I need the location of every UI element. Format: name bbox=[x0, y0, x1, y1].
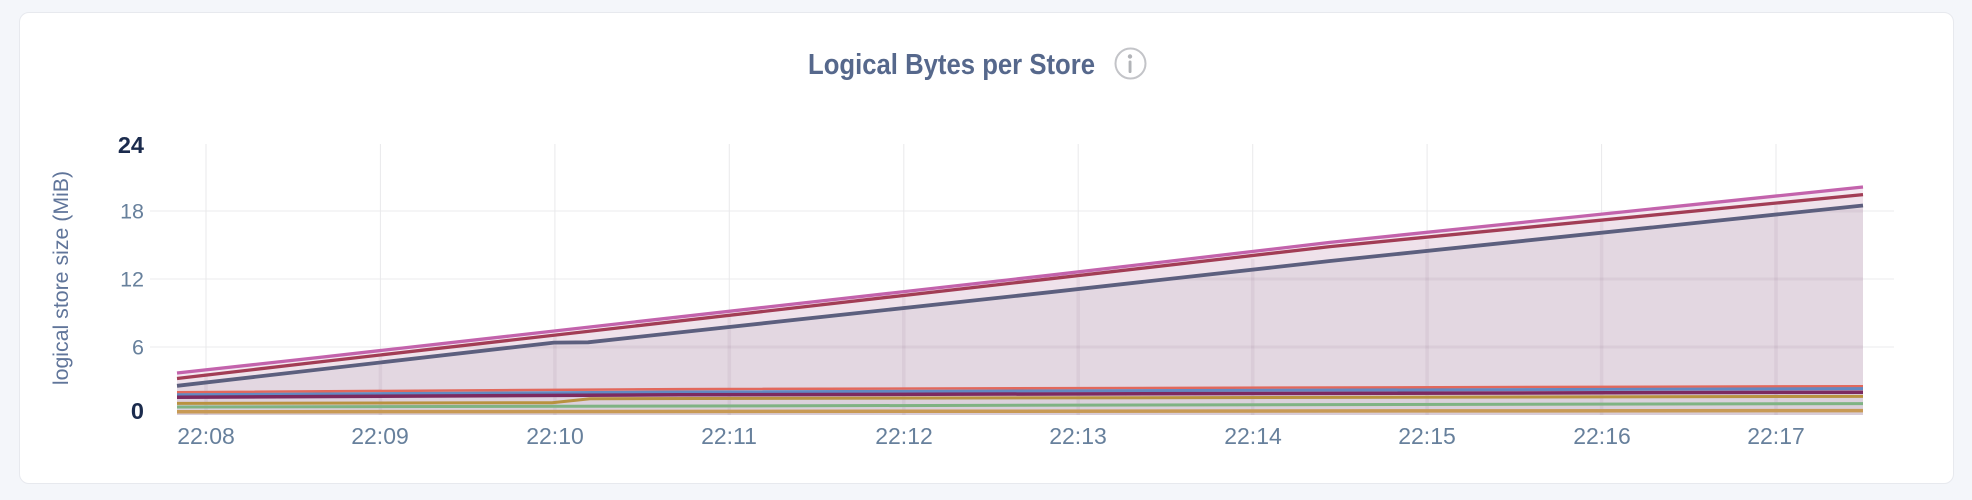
svg-text:22:13: 22:13 bbox=[1049, 423, 1107, 449]
svg-text:22:08: 22:08 bbox=[177, 423, 235, 449]
svg-text:22:15: 22:15 bbox=[1398, 423, 1456, 449]
svg-text:6: 6 bbox=[132, 336, 144, 360]
svg-text:22:09: 22:09 bbox=[351, 423, 409, 449]
svg-text:0: 0 bbox=[131, 398, 144, 424]
svg-text:22:16: 22:16 bbox=[1573, 423, 1631, 449]
svg-text:logical store size (MiB): logical store size (MiB) bbox=[49, 171, 73, 385]
svg-text:12: 12 bbox=[120, 268, 144, 292]
svg-text:Logical Bytes per Store: Logical Bytes per Store bbox=[808, 49, 1095, 81]
svg-text:18: 18 bbox=[120, 200, 144, 224]
svg-text:24: 24 bbox=[118, 132, 144, 158]
svg-text:22:11: 22:11 bbox=[701, 423, 757, 449]
svg-text:22:10: 22:10 bbox=[526, 423, 584, 449]
svg-text:22:17: 22:17 bbox=[1747, 423, 1805, 449]
svg-text:22:12: 22:12 bbox=[875, 423, 933, 449]
svg-text:22:14: 22:14 bbox=[1224, 423, 1282, 449]
